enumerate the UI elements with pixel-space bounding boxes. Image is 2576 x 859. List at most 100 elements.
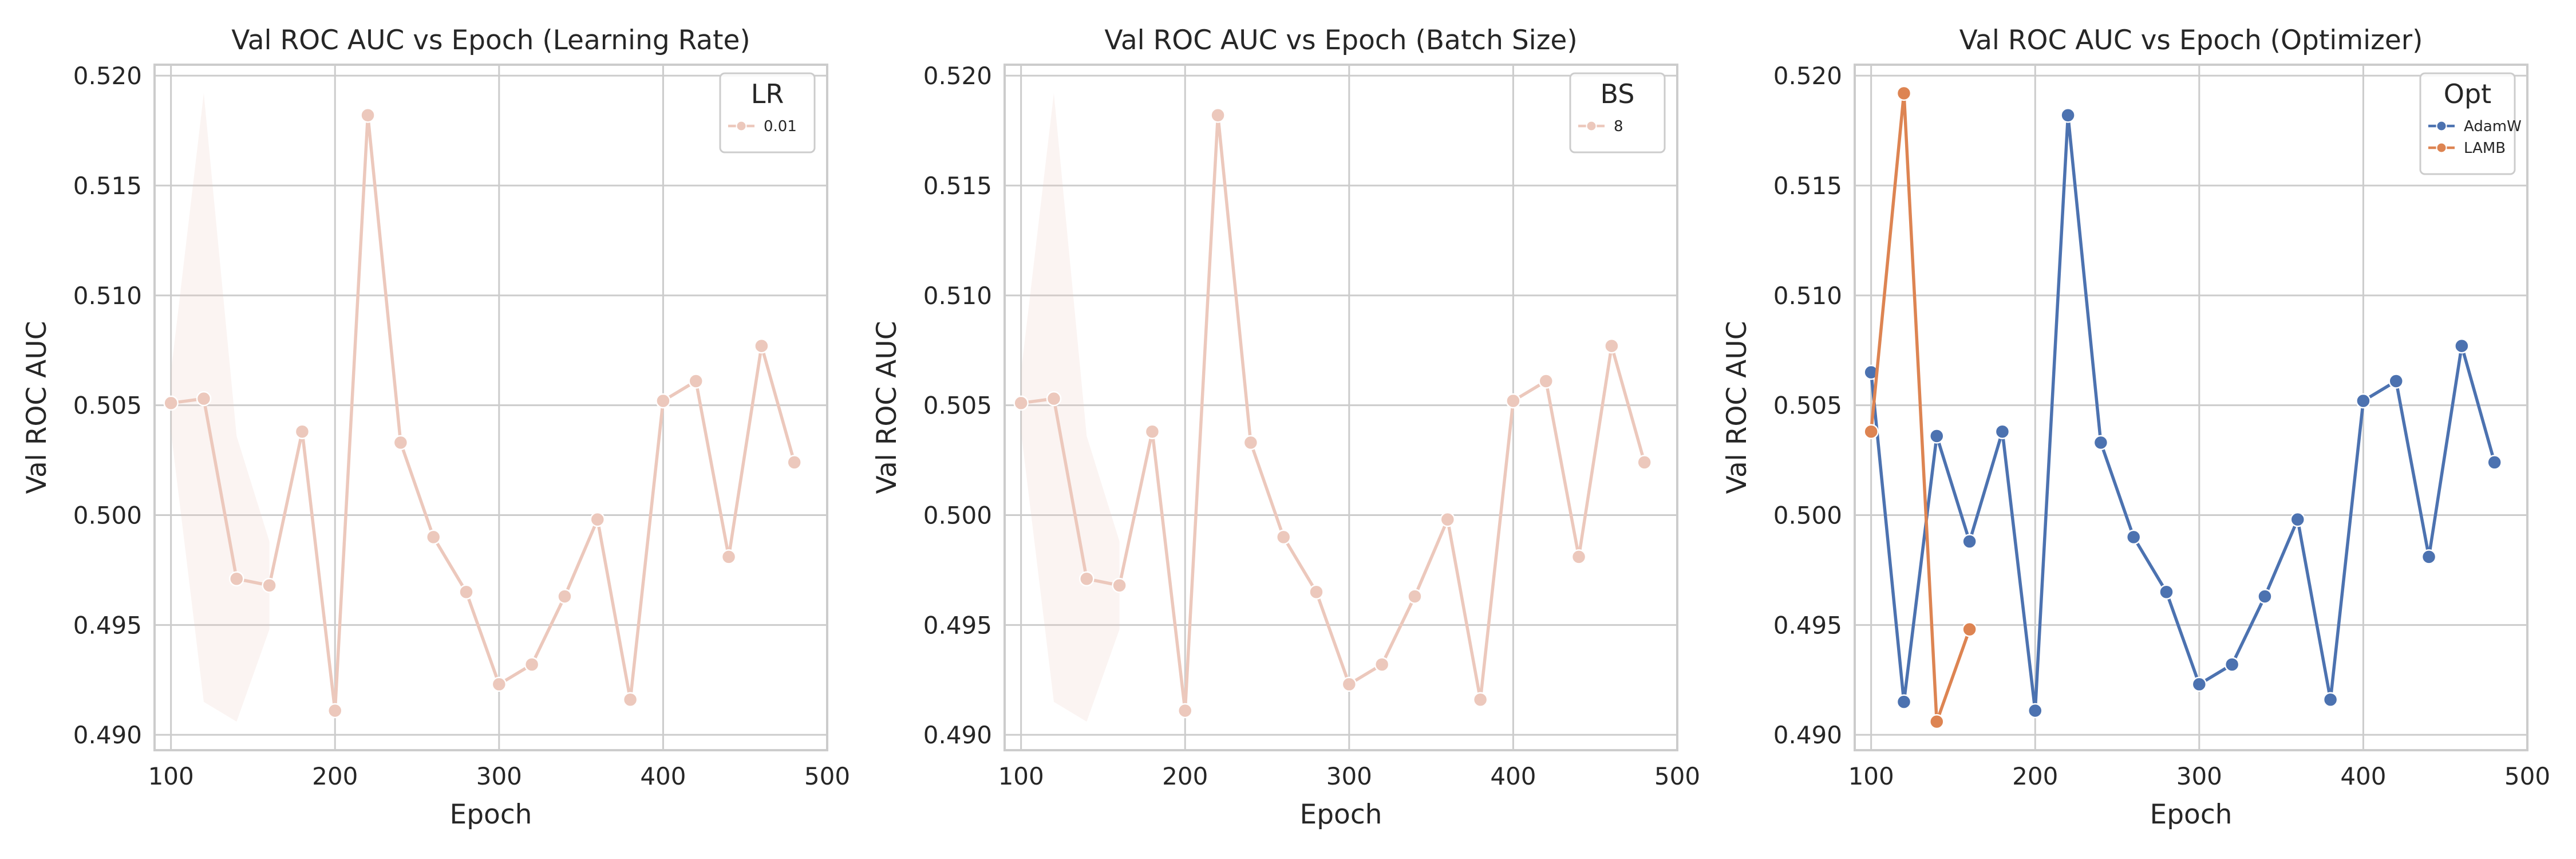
legend-entry-label: LAMB — [2464, 140, 2506, 157]
y-tick-label: 0.515 — [923, 172, 992, 200]
data-point — [2454, 338, 2470, 354]
chart-title: Val ROC AUC vs Epoch (Batch Size) — [1104, 25, 1577, 56]
plot-area — [1005, 65, 1677, 750]
data-point — [1341, 676, 1357, 692]
data-point — [1637, 455, 1652, 470]
y-tick-label: 0.490 — [1773, 721, 1842, 749]
data-point — [1929, 714, 1945, 730]
data-point — [1079, 571, 1095, 586]
y-tick-label: 0.505 — [73, 392, 142, 420]
x-tick-label: 100 — [998, 762, 1044, 790]
data-point — [196, 391, 212, 407]
chart-title: Val ROC AUC vs Epoch (Optimizer) — [1959, 25, 2423, 56]
data-point — [2159, 584, 2174, 600]
axes-frame — [1854, 64, 2528, 751]
data-point — [2356, 393, 2371, 409]
y-tick-label: 0.500 — [1773, 501, 1842, 529]
data-point — [327, 703, 343, 719]
data-point — [2191, 676, 2207, 692]
data-point — [1962, 621, 1977, 637]
legend-entry-label: 0.01 — [764, 118, 797, 135]
chart-title: Val ROC AUC vs Epoch (Learning Rate) — [231, 25, 750, 56]
data-point — [2388, 373, 2404, 389]
axes-frame — [153, 64, 828, 751]
y-tick-label: 0.505 — [923, 392, 992, 420]
y-tick-label: 0.490 — [73, 721, 142, 749]
data-point — [754, 338, 769, 354]
confidence-band — [1021, 93, 1120, 722]
axes-frame — [1003, 64, 1678, 751]
x-tick-label: 300 — [2176, 762, 2222, 790]
y-tick-label: 0.510 — [73, 282, 142, 310]
legend-entry-label: 8 — [1614, 118, 1623, 135]
data-point — [2487, 455, 2502, 470]
data-point — [2060, 107, 2076, 123]
data-point — [787, 455, 802, 470]
y-tick-label: 0.490 — [923, 721, 992, 749]
legend-entry-label: AdamW — [2464, 118, 2522, 135]
data-point — [1472, 692, 1488, 708]
data-point — [262, 578, 277, 593]
x-axis-label: Epoch — [450, 799, 532, 830]
y-axis-label: Val ROC AUC — [21, 321, 53, 494]
data-point — [1962, 534, 1977, 549]
legend-swatch-marker — [2436, 120, 2447, 132]
data-point — [1275, 529, 1291, 545]
y-tick-label: 0.495 — [73, 611, 142, 639]
data-point — [1112, 578, 1127, 593]
chart-panel-3: 100 200 300 400 500 0.490 0.495 0.500 0.505 0.510… — [1721, 25, 2550, 830]
y-tick-label: 0.510 — [1773, 282, 1842, 310]
x-tick-label: 400 — [640, 762, 686, 790]
data-point — [1210, 107, 1226, 123]
y-tick-label: 0.495 — [923, 611, 992, 639]
legend: BS 8 — [1569, 72, 1666, 153]
x-tick-label: 500 — [2504, 762, 2550, 790]
x-axis-label: Epoch — [2150, 799, 2233, 830]
data-point — [2421, 549, 2437, 565]
data-point — [1013, 395, 1029, 411]
data-point — [1994, 424, 2010, 439]
data-point — [1177, 703, 1193, 719]
legend-box — [1569, 72, 1666, 153]
data-point — [1309, 584, 1324, 600]
y-tick-label: 0.515 — [73, 172, 142, 200]
chart-panel-1: 100 200 300 400 500 0.490 0.495 0.500 0.505 0.510… — [21, 25, 850, 830]
x-tick-label: 200 — [1162, 762, 1208, 790]
data-point — [294, 424, 310, 439]
y-tick-label: 0.520 — [923, 62, 992, 90]
y-tick-label: 0.500 — [923, 501, 992, 529]
legend-box — [719, 72, 816, 153]
data-point — [1604, 338, 1619, 354]
legend-title: Opt — [2444, 78, 2491, 109]
confidence-band — [171, 93, 270, 722]
data-point — [1571, 549, 1587, 565]
series-line-LAMB — [1869, 92, 1971, 723]
data-point — [1374, 657, 1390, 672]
data-point — [2290, 511, 2306, 527]
data-point — [2027, 703, 2043, 719]
legend-swatch-marker — [736, 120, 747, 132]
data-point — [1896, 85, 1912, 101]
data-point — [524, 657, 540, 672]
data-point — [1929, 428, 1945, 444]
data-point — [229, 571, 244, 586]
data-point — [163, 395, 179, 411]
data-point — [2093, 435, 2109, 451]
legend-swatch-marker — [1586, 120, 1597, 132]
x-tick-label: 300 — [476, 762, 522, 790]
y-axis-label: Val ROC AUC — [871, 321, 903, 494]
data-point — [557, 589, 572, 604]
x-tick-label: 500 — [804, 762, 850, 790]
y-tick-label: 0.505 — [1773, 392, 1842, 420]
data-point — [721, 549, 737, 565]
x-tick-label: 200 — [312, 762, 358, 790]
data-point — [1896, 694, 1912, 710]
data-point — [622, 692, 638, 708]
x-tick-label: 100 — [1848, 762, 1894, 790]
y-tick-label: 0.515 — [1773, 172, 1842, 200]
data-point — [1440, 511, 1456, 527]
legend: LR 0.01 — [719, 72, 816, 153]
y-tick-label: 0.510 — [923, 282, 992, 310]
x-tick-label: 300 — [1326, 762, 1372, 790]
